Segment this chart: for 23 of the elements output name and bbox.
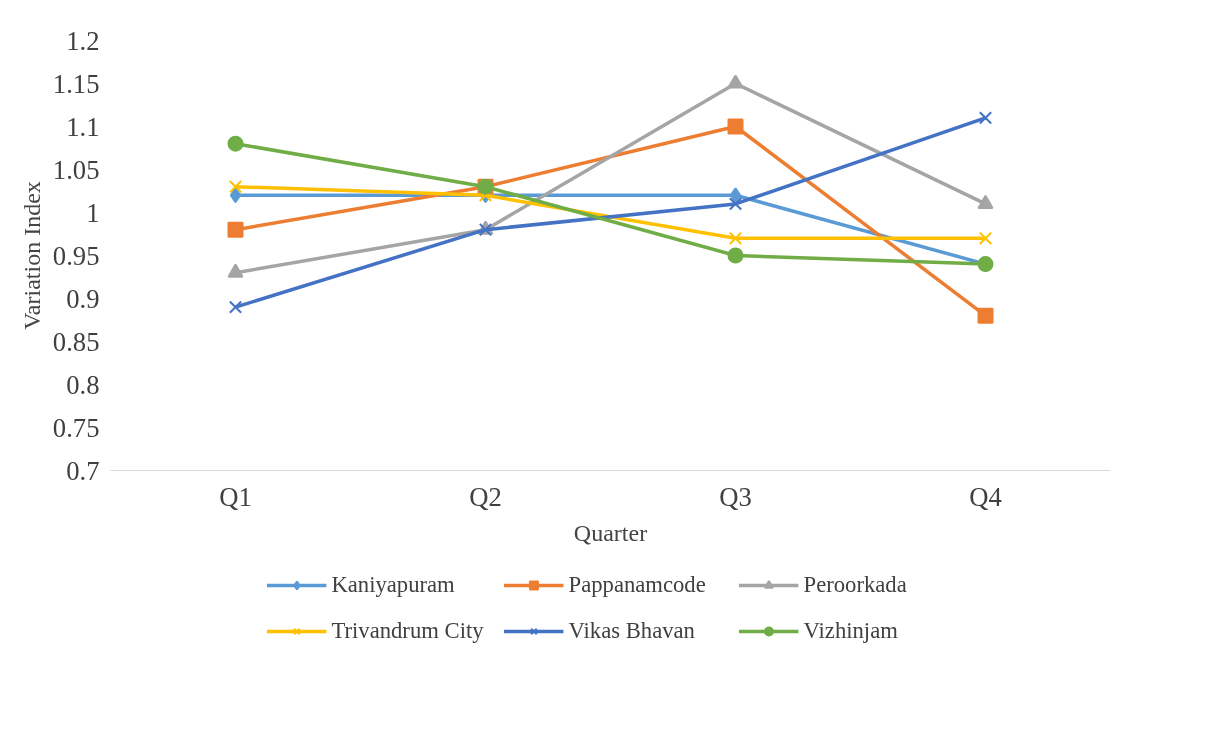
legend-label: Trivandrum City bbox=[331, 618, 484, 644]
legend-label: Vizhinjam bbox=[803, 618, 899, 644]
y-tick-label: 0.8 bbox=[66, 369, 100, 400]
y-axis-title: Variation Index bbox=[18, 181, 45, 330]
y-tick-label: 1 bbox=[86, 197, 100, 228]
x-tick-label: Q1 bbox=[219, 481, 252, 512]
legend-label: Peroorkada bbox=[803, 572, 908, 598]
y-tick-label: 0.75 bbox=[52, 412, 100, 443]
x-axis-title: Quarter bbox=[573, 519, 648, 546]
y-tick-label: 1.15 bbox=[52, 68, 100, 99]
legend-label: Vikas Bhavan bbox=[568, 618, 696, 644]
x-tick-label: Q4 bbox=[969, 481, 1002, 512]
y-tick-label: 1.05 bbox=[52, 154, 100, 185]
y-tick-label: 0.95 bbox=[52, 240, 100, 271]
x-tick-label: Q3 bbox=[719, 481, 752, 512]
legend-label: Kaniyapuram bbox=[331, 572, 456, 598]
y-tick-label: 0.9 bbox=[66, 283, 100, 314]
y-tick-label: 0.85 bbox=[52, 326, 100, 357]
y-tick-label: 1.1 bbox=[66, 111, 100, 142]
y-tick-label: 1.2 bbox=[66, 25, 100, 56]
y-tick-label: 0.7 bbox=[66, 455, 100, 486]
legend-label: Pappanamcode bbox=[568, 572, 707, 598]
x-tick-label: Q2 bbox=[469, 481, 502, 512]
